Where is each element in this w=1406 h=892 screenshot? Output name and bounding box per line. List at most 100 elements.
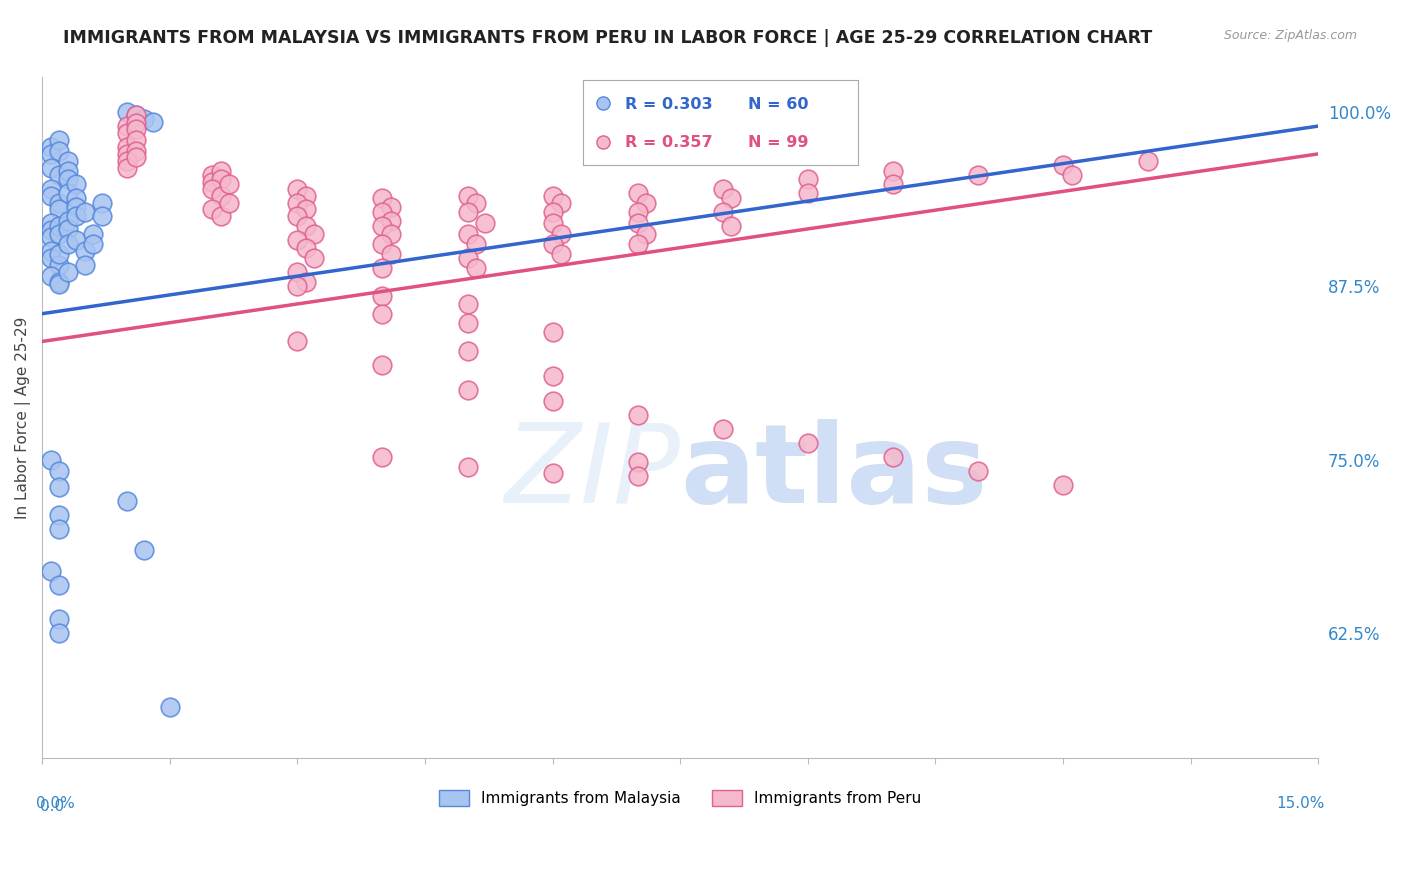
Point (371, 219, 394, 234)
Point (73, 205, 96, 219)
Point (380, 213, 402, 227)
Point (48, 144, 70, 158)
Point (115, 140, 138, 154)
Point (627, 205, 650, 219)
Point (380, 247, 402, 261)
Point (65, 178, 87, 192)
Point (90, 210, 112, 224)
Point (65, 233, 87, 247)
Point (48, 168, 70, 182)
Point (720, 219, 742, 234)
Point (465, 260, 488, 275)
Point (48, 258, 70, 272)
Point (39, 146, 62, 161)
Point (720, 191, 742, 205)
Point (1137, 153, 1160, 168)
Point (209, 188, 232, 202)
Point (48, 219, 70, 234)
Point (285, 278, 308, 293)
Point (209, 163, 232, 178)
Point (125, 144, 148, 158)
Point (201, 175, 224, 189)
Point (142, 115, 165, 129)
Point (56, 222, 79, 236)
Point (56, 265, 79, 279)
Point (285, 233, 308, 247)
Point (457, 227, 479, 242)
Point (39, 188, 62, 202)
Point (541, 467, 564, 481)
Point (201, 202, 224, 217)
Text: R = 0.303: R = 0.303 (624, 96, 713, 112)
Point (636, 195, 658, 210)
Point (48, 626, 70, 640)
Point (39, 269, 62, 284)
Point (304, 251, 326, 265)
Point (82, 227, 104, 242)
Point (48, 133, 70, 147)
Text: atlas: atlas (681, 419, 987, 526)
Point (295, 202, 318, 217)
Text: IMMIGRANTS FROM MALAYSIA VS IMMIGRANTS FROM PERU IN LABOR FORCE | AGE 25-29 CORR: IMMIGRANTS FROM MALAYSIA VS IMMIGRANTS F… (63, 29, 1153, 46)
Point (967, 464, 990, 478)
Point (39, 161, 62, 175)
Point (541, 205, 564, 219)
Point (627, 455, 650, 469)
Point (285, 195, 308, 210)
Point (39, 230, 62, 244)
Point (371, 260, 394, 275)
Text: 0.0: 0.0 (39, 799, 63, 814)
Point (48, 577, 70, 591)
Point (115, 494, 138, 508)
Point (125, 108, 148, 122)
Point (371, 237, 394, 252)
Point (48, 277, 70, 292)
Point (115, 126, 138, 140)
Point (134, 112, 156, 127)
Point (56, 237, 79, 252)
Point (882, 450, 904, 464)
Point (1052, 477, 1074, 491)
Point (457, 251, 479, 265)
Point (627, 186, 650, 200)
Point (550, 247, 572, 261)
Point (115, 105, 138, 120)
Point (48, 202, 70, 217)
Point (39, 452, 62, 467)
Point (797, 172, 820, 186)
Point (285, 181, 308, 195)
Point (48, 227, 70, 242)
Point (550, 227, 572, 242)
Point (285, 265, 308, 279)
Point (73, 244, 96, 259)
Point (1052, 158, 1074, 172)
Point (65, 210, 87, 224)
Point (39, 564, 62, 578)
Point (797, 436, 820, 450)
Point (48, 612, 70, 626)
Point (541, 325, 564, 339)
Point (48, 508, 70, 523)
Point (115, 119, 138, 133)
Point (65, 200, 87, 214)
Y-axis label: In Labor Force | Age 25-29: In Labor Force | Age 25-29 (15, 317, 31, 519)
Point (39, 181, 62, 195)
Point (56, 186, 79, 200)
Point (201, 168, 224, 182)
Point (209, 172, 232, 186)
Point (541, 394, 564, 409)
Point (39, 223, 62, 237)
Point (967, 168, 990, 182)
Point (465, 237, 488, 252)
Point (82, 237, 104, 252)
Point (48, 195, 70, 210)
Point (371, 450, 394, 464)
Point (201, 181, 224, 195)
Point (627, 408, 650, 422)
Point (592, 96, 614, 111)
Point (711, 181, 734, 195)
Point (125, 133, 148, 147)
Text: N = 60: N = 60 (748, 96, 808, 112)
Point (125, 116, 148, 130)
Point (304, 227, 326, 242)
